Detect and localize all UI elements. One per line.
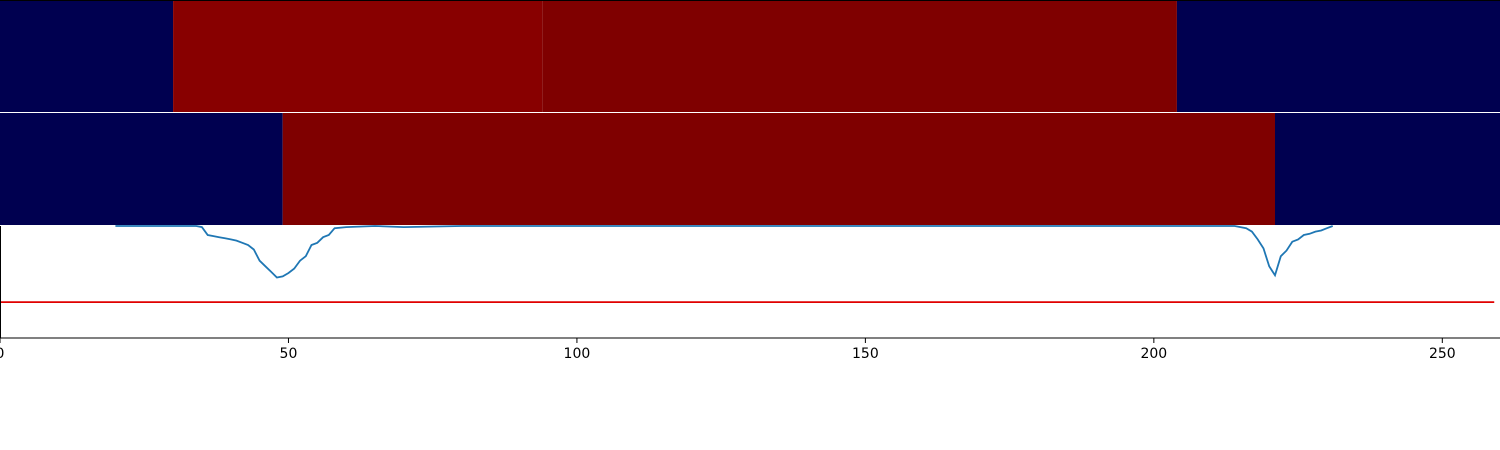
heatmap-cell <box>173 0 543 112</box>
series-line <box>115 225 1334 279</box>
x-tick-label: 250 <box>1429 346 1456 362</box>
x-tick-label: 0 <box>0 346 4 362</box>
heatmap-cell <box>0 0 174 112</box>
heatmap <box>0 0 1500 225</box>
x-axis: 0 50 100 150 200 250 <box>0 226 1500 362</box>
x-tick-label: 150 <box>852 346 879 362</box>
heatmap-cell <box>282 113 1275 225</box>
heatmap-cell <box>1176 0 1500 112</box>
heatmap-cell <box>1275 113 1500 225</box>
plot-area <box>0 225 1495 304</box>
heatmap-cell <box>0 113 283 225</box>
x-tick-label: 100 <box>564 346 591 362</box>
heatmap-cell <box>542 0 1177 112</box>
x-tick-label: 50 <box>280 346 298 362</box>
x-tick-label: 200 <box>1140 346 1167 362</box>
